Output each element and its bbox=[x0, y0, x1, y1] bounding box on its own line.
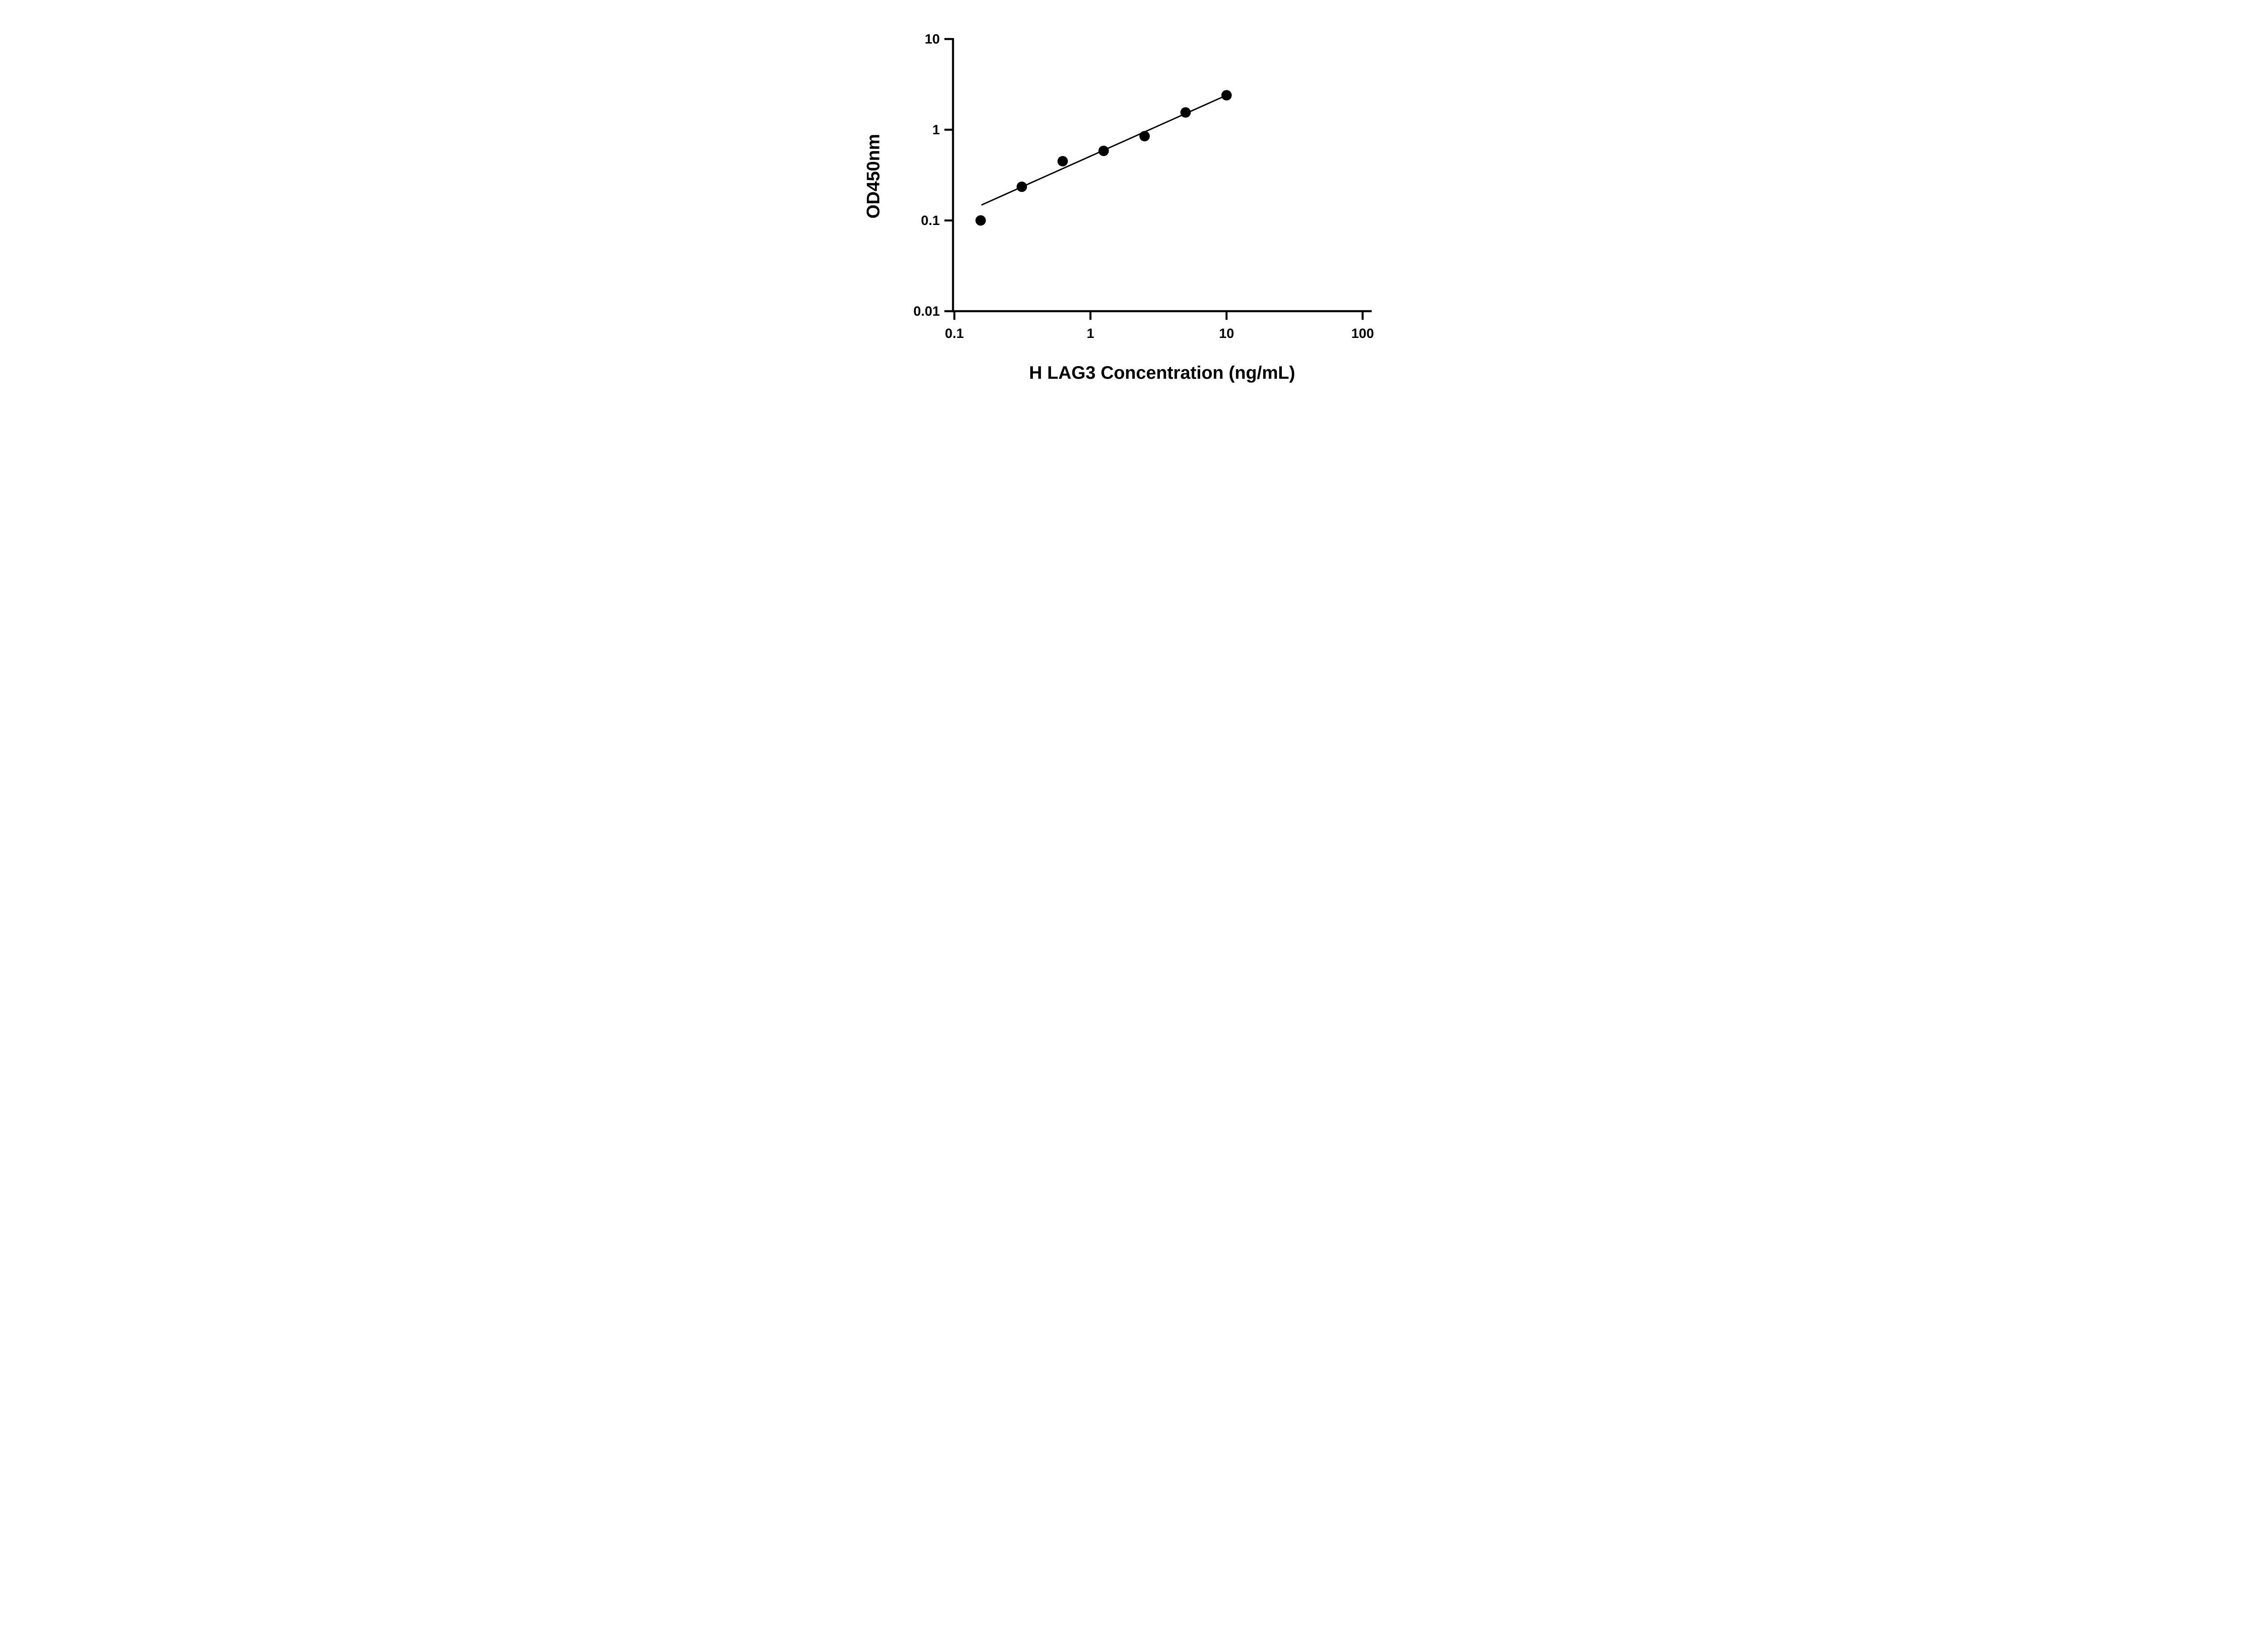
data-point bbox=[1017, 181, 1027, 192]
plot-area: 0.1 1 10 100 0.01 0.1 1 10 bbox=[914, 32, 1374, 341]
x-tick-label: 1 bbox=[1087, 326, 1095, 341]
y-tick-label: 10 bbox=[925, 32, 940, 47]
tick-labels: 0.1 1 10 100 0.01 0.1 1 10 bbox=[914, 32, 1374, 341]
x-tick-label: 0.1 bbox=[945, 326, 964, 341]
data-point bbox=[1098, 146, 1109, 156]
x-tick-label: 10 bbox=[1219, 326, 1234, 341]
data-points-group bbox=[975, 90, 1232, 226]
elisa-standard-curve-figure: 0.1 1 10 100 0.01 0.1 1 10 OD450nm H LAG3 Conce… bbox=[843, 0, 1425, 408]
data-point bbox=[1180, 107, 1191, 118]
data-point bbox=[1057, 156, 1068, 166]
data-point bbox=[975, 215, 986, 226]
y-axis-title: OD450nm bbox=[863, 134, 884, 219]
y-tick-label: 0.01 bbox=[914, 304, 940, 319]
x-axis-title: H LAG3 Concentration (ng/mL) bbox=[1029, 363, 1295, 383]
data-point bbox=[1221, 90, 1232, 101]
y-tick-label: 1 bbox=[932, 122, 940, 137]
tick-marks bbox=[944, 38, 1364, 320]
data-point bbox=[1139, 131, 1150, 142]
x-tick-label: 100 bbox=[1351, 326, 1374, 341]
y-tick-label: 0.1 bbox=[921, 213, 940, 228]
axes bbox=[952, 38, 1372, 313]
